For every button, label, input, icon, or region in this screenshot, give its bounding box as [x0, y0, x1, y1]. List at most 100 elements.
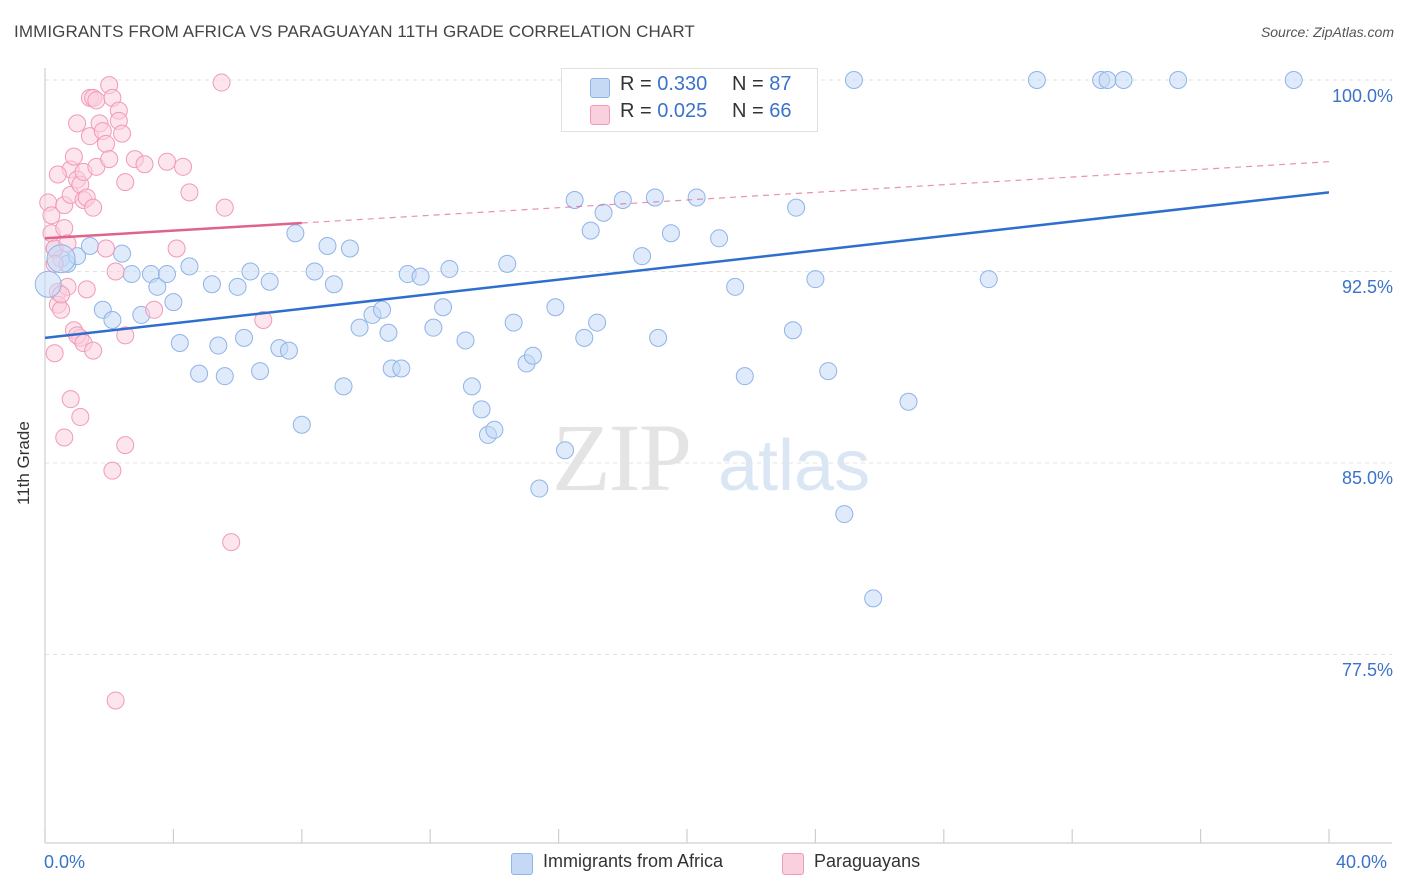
data-point-paraguayan: [116, 436, 135, 455]
data-point-africa: [164, 293, 183, 312]
data-point-paraguayan: [174, 157, 193, 176]
data-point-africa: [209, 336, 228, 355]
bottom-legend-label-africa: Immigrants from Africa: [543, 851, 724, 871]
data-point-paraguayan: [135, 155, 154, 174]
data-point-africa: [318, 236, 337, 255]
data-point-africa: [34, 270, 62, 298]
data-point-paraguayan: [61, 390, 80, 409]
y-tick-label-85: 85.0%: [1341, 468, 1393, 488]
data-point-africa: [251, 362, 270, 381]
data-point-paraguayan: [215, 198, 234, 217]
data-point-paraguayan: [222, 533, 241, 552]
watermark-atlas: atlas: [718, 426, 870, 506]
data-point-africa: [292, 415, 311, 434]
data-point-africa: [649, 328, 668, 347]
trendline-paraguayans: [44, 221, 302, 240]
data-point-africa: [787, 198, 806, 217]
y-tick-label-100: 100.0%: [1331, 86, 1393, 106]
data-point-africa: [392, 359, 411, 378]
data-point-africa: [613, 191, 632, 210]
legend-n-text: N =: [732, 100, 770, 122]
data-point-africa: [411, 267, 430, 286]
data-point-africa: [46, 244, 76, 274]
chart-title: IMMIGRANTS FROM AFRICA VS PARAGUAYAN 11T…: [14, 22, 695, 41]
data-point-africa: [103, 311, 122, 330]
data-point-africa: [835, 505, 854, 524]
trendline-paraguayans-dashed: [301, 161, 1330, 224]
data-point-africa: [424, 318, 443, 337]
data-point-paraguayan: [106, 691, 125, 710]
data-point-africa: [581, 221, 600, 240]
data-point-africa: [575, 328, 594, 347]
data-point-africa: [260, 272, 279, 291]
data-point-africa: [279, 341, 298, 360]
data-point-africa: [1284, 71, 1303, 89]
data-point-africa: [485, 420, 504, 439]
legend-r-africa: R = 0.330: [620, 73, 707, 96]
data-point-africa: [864, 589, 883, 608]
data-point-africa: [556, 441, 575, 460]
data-point-paraguayan: [84, 341, 103, 360]
bottom-legend-swatch-africa: [511, 853, 533, 875]
data-point-paraguayan: [116, 173, 135, 192]
data-point-africa: [180, 257, 199, 276]
data-point-paraguayan: [52, 300, 71, 319]
data-point-africa: [1169, 71, 1188, 89]
data-point-africa: [710, 229, 729, 248]
data-point-africa: [645, 188, 664, 207]
data-point-paraguayan: [55, 428, 74, 447]
legend-n-value: 87: [769, 73, 792, 95]
data-point-africa: [202, 275, 221, 294]
data-point-africa: [588, 313, 607, 332]
data-point-africa: [434, 298, 453, 317]
data-point-paraguayan: [68, 114, 87, 133]
data-point-paraguayan: [96, 239, 115, 258]
legend-r-value: 0.330: [657, 73, 708, 95]
data-point-africa: [806, 270, 825, 289]
data-point-africa: [305, 262, 324, 281]
data-point-africa: [819, 362, 838, 381]
watermark-zip: ZIP: [552, 404, 690, 511]
data-point-africa: [530, 479, 549, 498]
data-point-africa: [215, 367, 234, 386]
legend-n-africa: N = 87: [732, 73, 792, 96]
data-point-africa: [498, 254, 517, 273]
data-point-paraguayan: [77, 280, 96, 299]
legend-n-text: N =: [732, 73, 770, 95]
data-point-paraguayan: [48, 165, 67, 184]
data-point-paraguayan: [103, 461, 122, 480]
bottom-legend-swatch-paraguayans: [782, 853, 804, 875]
data-point-africa: [373, 300, 392, 319]
data-point-africa: [1114, 71, 1133, 89]
data-point-africa: [122, 265, 141, 284]
data-point-africa: [456, 331, 475, 350]
data-point-africa: [350, 318, 369, 337]
data-point-africa: [286, 224, 305, 243]
data-point-paraguayan: [100, 150, 119, 169]
legend-n-paraguayans: N = 66: [732, 100, 792, 123]
data-point-paraguayan: [180, 183, 199, 202]
bottom-legend-label-paraguayans: Paraguayans: [814, 851, 921, 871]
data-point-africa: [504, 313, 523, 332]
data-point-paraguayan: [113, 124, 132, 143]
data-point-africa: [190, 364, 209, 383]
data-point-africa: [235, 328, 254, 347]
data-point-paraguayan: [212, 73, 231, 92]
data-point-africa: [170, 333, 189, 352]
y-tick-label-77-5: 77.5%: [1341, 660, 1393, 680]
data-point-africa: [113, 244, 132, 263]
data-point-africa: [1098, 71, 1117, 89]
data-point-africa: [462, 377, 481, 396]
data-point-paraguayan: [157, 152, 176, 171]
data-point-africa: [228, 277, 247, 296]
data-point-africa: [594, 203, 613, 222]
data-point-africa: [241, 262, 260, 281]
trendline-africa: [44, 191, 1330, 340]
data-point-africa: [1027, 71, 1046, 89]
data-point-africa: [148, 277, 167, 296]
legend-r-value: 0.025: [657, 100, 708, 122]
data-point-africa: [157, 265, 176, 284]
data-point-paraguayan: [116, 326, 135, 345]
data-point-africa: [472, 400, 491, 419]
